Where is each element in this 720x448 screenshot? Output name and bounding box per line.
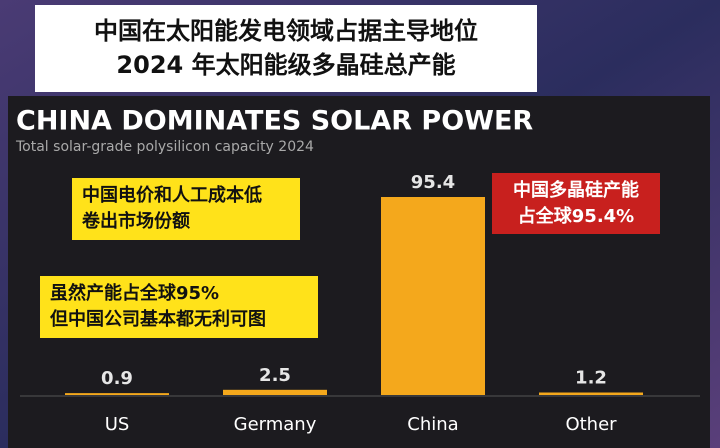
bar: [539, 392, 643, 395]
header-line: 2024 年太阳能级多晶硅总产能: [116, 51, 455, 79]
header-box: [35, 5, 537, 92]
annotation-text: 中国多晶硅产能: [513, 179, 639, 201]
value-label: 1.2: [575, 368, 607, 389]
annotation-text: 但中国公司基本都无利可图: [49, 308, 266, 330]
value-label: 0.9: [101, 368, 133, 389]
header-line: 中国在太阳能发电领域占据主导地位: [94, 17, 478, 45]
chart-panel: [8, 96, 710, 448]
x-tick-label: Other: [565, 414, 617, 435]
chart-subtitle: Total solar-grade polysilicon capacity 2…: [15, 139, 314, 155]
annotation-text: 卷出市场份额: [81, 210, 190, 232]
bar: [223, 389, 327, 395]
bar: [381, 197, 485, 395]
x-tick-label: US: [105, 414, 130, 435]
x-tick-label: Germany: [234, 414, 317, 435]
annotation-text: 占全球95.4%: [518, 205, 634, 227]
annotation-box: [40, 276, 318, 338]
value-label: 2.5: [259, 365, 291, 386]
value-label: 95.4: [411, 172, 455, 193]
annotation-box: [72, 178, 300, 240]
x-tick-label: China: [407, 414, 458, 435]
annotation-text: 虽然产能占全球95%: [50, 282, 219, 304]
annotation-text: 中国电价和人工成本低: [82, 184, 262, 206]
annotation-box: [492, 173, 660, 234]
chart-title: CHINA DOMINATES SOLAR POWER: [16, 106, 533, 137]
bar: [65, 393, 169, 395]
